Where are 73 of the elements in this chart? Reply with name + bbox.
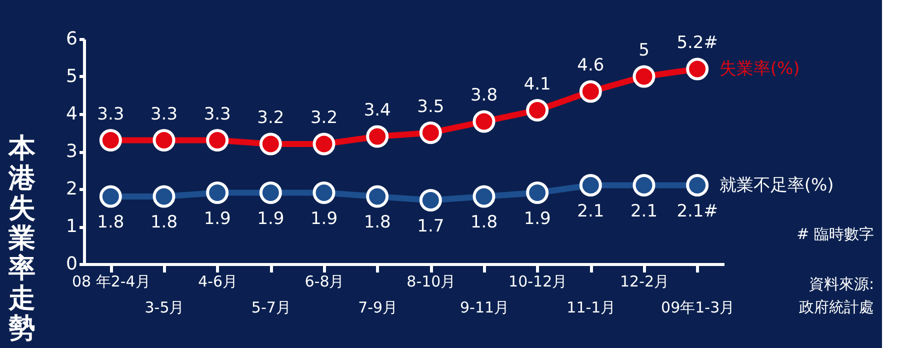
point: [259, 132, 282, 156]
series-label: 就業不足率(%): [719, 175, 834, 196]
point: [579, 174, 602, 196]
point: [632, 65, 656, 88]
text: 政府統計處: [799, 298, 874, 316]
data-label: 3.2: [310, 108, 338, 128]
point: [366, 125, 389, 148]
x-tick-label: 11-1月: [566, 298, 616, 316]
point: [259, 182, 282, 204]
point: [526, 182, 549, 204]
y-tick-label: 6: [66, 28, 78, 50]
point: [632, 174, 656, 196]
point: [152, 129, 176, 152]
data-label: 3.3: [97, 104, 124, 124]
x-tick-label: 6-8月: [304, 272, 344, 290]
point: [99, 185, 122, 208]
data-label: 5: [638, 40, 650, 60]
x-tick-label: 09年1-3月: [661, 298, 735, 316]
x-tick-label: 4-6月: [198, 272, 238, 290]
point: [366, 185, 389, 208]
point: [472, 110, 496, 133]
data-label: 4.6: [577, 56, 604, 76]
text: # 臨時數字: [796, 225, 874, 243]
data-label: 1.8: [470, 212, 498, 232]
point: [419, 122, 442, 144]
x-tick-label: 8-10月: [406, 272, 456, 290]
source-note: 資料來源:: [808, 275, 874, 293]
text: 本港失業率走勢: [8, 133, 36, 344]
data-label: 2.1: [630, 201, 658, 222]
y-tick-label: 2: [66, 178, 78, 200]
data-label: 1.8: [364, 212, 391, 232]
point: [526, 99, 549, 122]
data-label: 3.5: [417, 96, 444, 117]
point: [152, 185, 176, 208]
x-tick-label: 12-2月: [620, 272, 670, 290]
point: [686, 174, 709, 196]
data-label: 3.8: [470, 86, 498, 106]
point: [312, 132, 336, 156]
data-label: 1.9: [257, 208, 284, 229]
y-tick-label: 5: [66, 66, 78, 87]
data-label: 3.4: [364, 100, 391, 120]
y-tick-label: 0: [66, 254, 78, 274]
y-tick-label: 4: [66, 104, 78, 124]
point: [312, 182, 336, 204]
x-tick-label: 10-12月: [508, 272, 568, 290]
data-label: 3.3: [204, 104, 231, 124]
point: [206, 129, 229, 152]
data-label: 2.1#: [676, 201, 718, 222]
data-label: 3.3: [150, 104, 178, 124]
data-label: 1.9: [524, 208, 551, 229]
y-tick-label: 1: [66, 216, 78, 237]
point: [579, 80, 602, 103]
x-tick-label: 9-11月: [460, 298, 510, 316]
x-tick-label: 7-9月: [358, 298, 398, 316]
point: [686, 58, 709, 80]
y-tick-label: 3: [66, 141, 78, 162]
data-label: 3.2: [257, 108, 284, 128]
x-tick-label: 08 年2-4月: [72, 272, 150, 290]
data-label: 1.9: [310, 208, 338, 229]
x-tick-label: 3-5月: [144, 298, 184, 316]
x-tick-label: 5-7月: [251, 298, 291, 316]
point: [99, 129, 122, 152]
point: [472, 185, 496, 208]
data-label: 1.8: [150, 212, 178, 232]
data-label: 2.1: [577, 201, 604, 222]
data-label: 1.8: [97, 212, 124, 232]
data-label: 5.2#: [676, 33, 718, 53]
series-label: 失業率(%): [719, 59, 800, 79]
data-label: 1.9: [204, 208, 231, 229]
data-label: 4.1: [524, 74, 551, 94]
data-label: 1.7: [417, 216, 444, 236]
point: [206, 182, 229, 204]
point: [419, 189, 442, 212]
